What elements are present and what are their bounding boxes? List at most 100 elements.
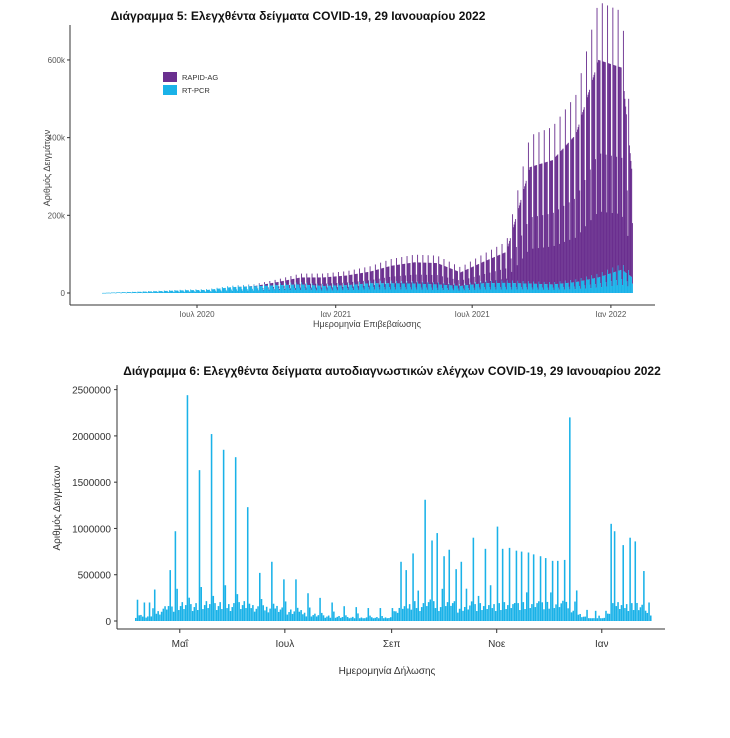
bar-rapid-ag <box>399 264 400 284</box>
bar-rapid-ag <box>618 66 620 271</box>
bar-rapid-ag <box>487 259 489 284</box>
bar-rapid-ag <box>357 281 359 288</box>
bar-self-test <box>350 617 352 621</box>
bar-rt-pcr <box>583 280 585 293</box>
bar-rt-pcr <box>363 289 365 293</box>
bar-rapid-ag <box>408 263 410 284</box>
bar-rapid-ag <box>439 264 441 285</box>
y-tick-label: 0 <box>61 289 66 298</box>
bar-rapid-ag <box>267 283 269 286</box>
bar-rt-pcr <box>439 284 441 293</box>
bar-rt-pcr <box>347 288 348 293</box>
bar-rt-pcr <box>241 289 243 293</box>
bar-rapid-ag <box>265 284 267 286</box>
bar-rapid-ag <box>549 128 550 283</box>
bar-rapid-ag <box>311 273 313 284</box>
bar-rt-pcr <box>190 289 192 293</box>
bar-self-test <box>360 617 363 621</box>
bar-rt-pcr <box>340 285 342 293</box>
bar-rapid-ag <box>306 273 308 283</box>
bar-rt-pcr <box>332 283 334 293</box>
bar-self-test <box>339 617 342 621</box>
bar-rt-pcr <box>462 285 464 293</box>
bar-self-test <box>596 618 599 621</box>
bar-rt-pcr <box>217 288 219 293</box>
bar-self-test <box>229 611 232 621</box>
bar-rt-pcr <box>513 283 515 293</box>
bar-rt-pcr <box>570 280 572 293</box>
bar-self-test <box>517 603 519 621</box>
bar-self-test <box>646 612 649 621</box>
bar-self-test <box>565 601 568 621</box>
bar-rt-pcr <box>179 289 181 293</box>
bar-rt-pcr <box>386 283 388 293</box>
bar-rt-pcr <box>145 291 147 293</box>
bar-rapid-ag <box>400 282 402 290</box>
bar-rt-pcr <box>202 289 204 293</box>
bar-rapid-ag <box>616 213 618 286</box>
bar-rt-pcr <box>410 287 412 293</box>
bar-self-test <box>472 537 475 621</box>
bar-self-test <box>574 601 576 621</box>
bar-self-test <box>207 608 209 621</box>
bar-rt-pcr <box>404 283 406 293</box>
bar-rt-pcr <box>420 283 422 293</box>
bar-rt-pcr <box>162 291 164 293</box>
bar-self-test <box>259 572 261 621</box>
bar-rt-pcr <box>316 283 318 293</box>
bar-rt-pcr <box>511 289 513 293</box>
bar-self-test <box>605 610 607 621</box>
bar-rt-pcr <box>344 285 346 293</box>
bar-rt-pcr <box>137 291 139 293</box>
bar-rt-pcr <box>131 292 133 294</box>
bar-self-test <box>508 547 511 621</box>
bar-rapid-ag <box>445 266 447 286</box>
bar-rapid-ag <box>496 246 498 281</box>
bar-rt-pcr <box>500 287 501 293</box>
bar-self-test <box>536 603 538 621</box>
bar-self-test <box>629 537 631 621</box>
bar-rt-pcr <box>186 290 188 293</box>
bar-self-test <box>228 604 230 621</box>
bar-rapid-ag <box>341 282 343 289</box>
bar-rt-pcr <box>270 285 272 293</box>
bar-rapid-ag <box>417 254 419 282</box>
bar-self-test <box>515 550 518 621</box>
bar-rt-pcr <box>466 285 468 293</box>
bar-rt-pcr <box>114 292 115 294</box>
bar-rt-pcr <box>588 279 590 293</box>
bar-rt-pcr <box>448 283 450 293</box>
bar-rapid-ag <box>368 285 370 290</box>
bar-rapid-ag <box>593 74 595 279</box>
bar-rt-pcr <box>215 291 217 293</box>
bar-rt-pcr <box>335 285 337 293</box>
bar-rt-pcr <box>120 292 122 294</box>
bar-self-test <box>429 599 432 621</box>
bar-rt-pcr <box>623 271 625 293</box>
bar-self-test <box>188 597 190 621</box>
bar-rt-pcr <box>201 289 203 293</box>
bar-self-test <box>481 610 483 621</box>
bar-rt-pcr <box>306 282 308 293</box>
bar-rt-pcr <box>533 283 535 293</box>
bar-rapid-ag <box>501 243 503 281</box>
bar-rapid-ag <box>334 276 336 286</box>
bar-rt-pcr <box>482 283 484 293</box>
bar-rt-pcr <box>300 290 302 293</box>
bar-rapid-ag <box>628 98 630 271</box>
bar-rt-pcr <box>454 285 456 293</box>
bar-rt-pcr <box>515 287 517 293</box>
bar-rt-pcr <box>222 288 224 293</box>
bar-rt-pcr <box>132 291 134 293</box>
bar-self-test <box>183 609 185 621</box>
bar-rt-pcr <box>440 284 442 293</box>
bar-rt-pcr <box>402 283 404 293</box>
bar-rapid-ag <box>275 282 277 286</box>
bar-rt-pcr <box>442 288 443 293</box>
bar-rt-pcr <box>111 292 113 294</box>
x-tick-label: Μαΐ <box>172 638 189 650</box>
bar-rapid-ag <box>606 212 608 287</box>
bar-self-test <box>271 561 273 621</box>
bar-self-test <box>593 618 595 621</box>
bar-rapid-ag <box>264 282 265 285</box>
